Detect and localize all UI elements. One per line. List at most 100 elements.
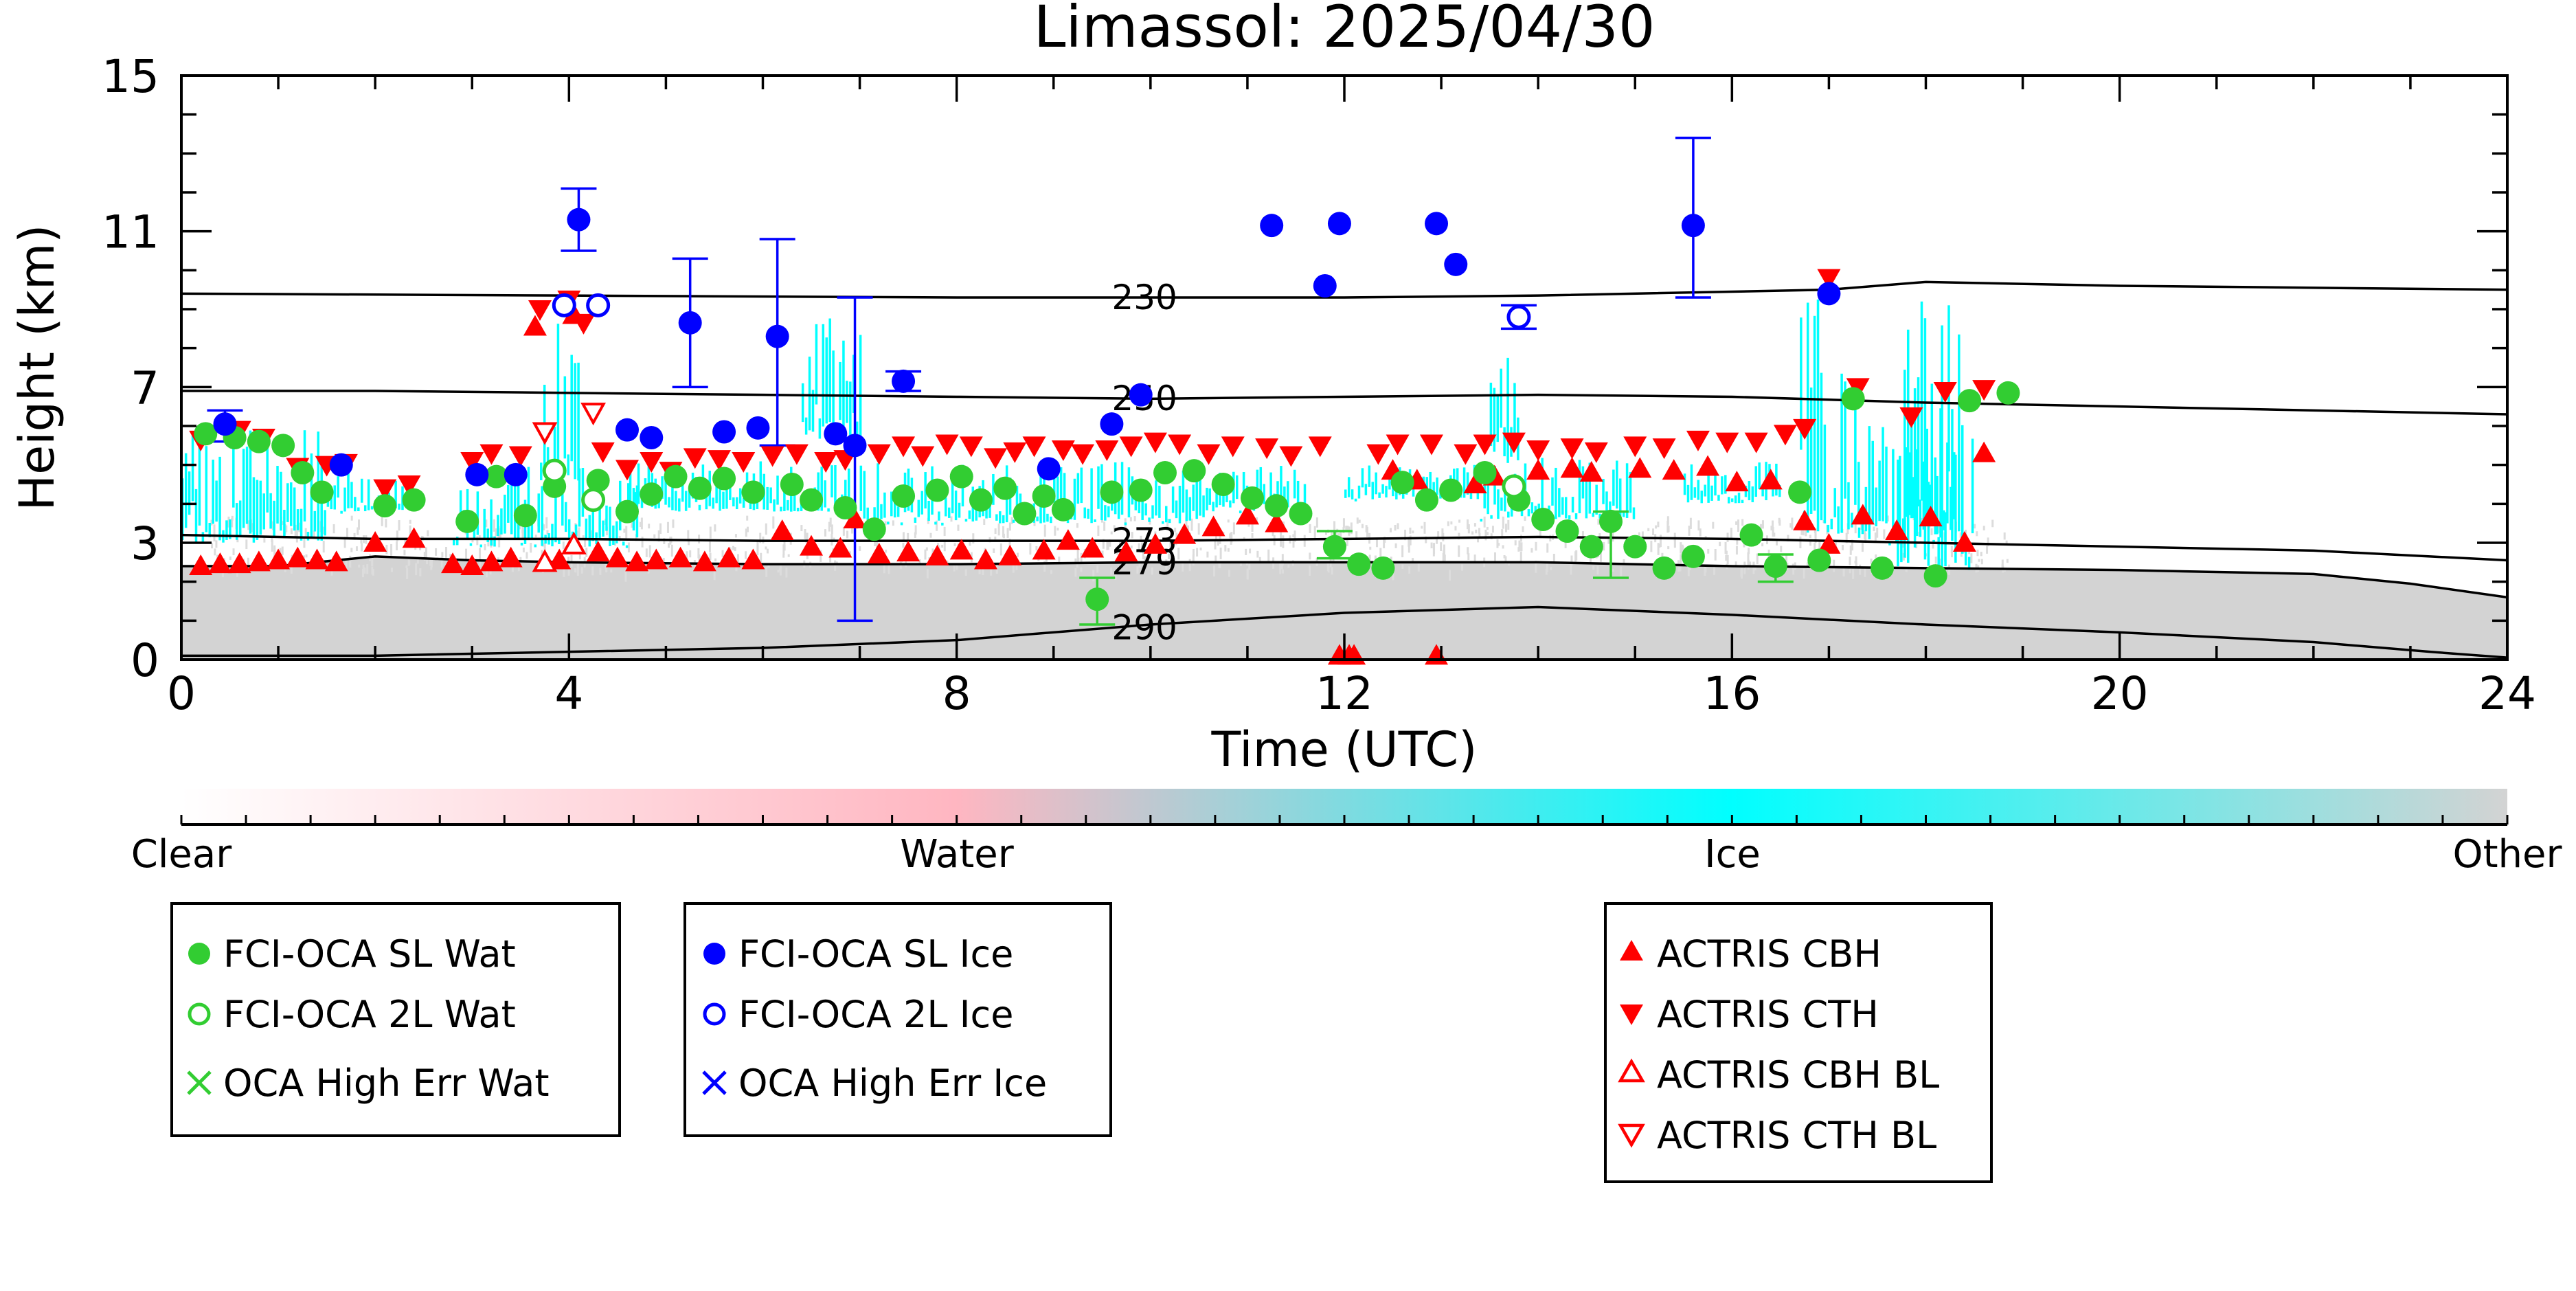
mask-speckle <box>1228 519 1230 522</box>
mask-speckle <box>668 543 670 548</box>
ice-mask-column <box>1293 470 1296 499</box>
mask-speckle <box>1450 521 1452 525</box>
mask-speckle <box>1502 517 1504 529</box>
mask-speckle <box>1772 521 1774 530</box>
mask-speckle <box>1478 528 1480 533</box>
mask-speckle <box>1256 551 1258 558</box>
ice-mask-column <box>999 511 1002 523</box>
mask-speckle <box>1249 548 1251 553</box>
data-point-fci-oca-sl-ice <box>1260 214 1283 237</box>
data-point-fci-oca-sl-wat <box>1842 387 1865 410</box>
ice-mask-column <box>263 493 266 529</box>
mask-speckle <box>390 544 392 556</box>
data-point-actris-cbh <box>1972 442 1996 462</box>
mask-speckle <box>714 524 716 531</box>
ice-mask-column <box>1046 514 1049 521</box>
data-point-fci-oca-sl-wat <box>291 461 314 484</box>
ice-mask-column <box>955 491 958 520</box>
mask-speckle <box>429 559 431 566</box>
y-tick-label: 15 <box>102 50 159 103</box>
mask-speckle <box>361 543 363 552</box>
x-tick-label: 20 <box>2091 667 2149 720</box>
mask-speckle <box>245 539 247 549</box>
ice-mask-column <box>202 532 205 542</box>
ice-mask-column <box>1817 300 1820 531</box>
ice-mask-column <box>283 510 286 537</box>
ice-mask-column <box>1758 462 1761 489</box>
mask-speckle <box>578 527 580 537</box>
ice-mask-column <box>1633 507 1636 519</box>
mask-speckle <box>671 545 673 557</box>
mask-speckle <box>1471 531 1473 535</box>
ice-mask-column <box>1077 473 1080 504</box>
ice-mask-column <box>1814 316 1816 511</box>
mask-speckle <box>1864 530 1866 539</box>
mask-speckle <box>371 558 373 567</box>
mask-speckle <box>800 525 802 531</box>
mask-speckle <box>305 528 307 538</box>
mask-speckle <box>1282 541 1284 548</box>
ice-mask-column <box>1623 513 1625 517</box>
mask-speckle <box>1441 528 1443 537</box>
ice-mask-column <box>1239 510 1242 513</box>
mask-speckle <box>1401 545 1403 557</box>
mask-speckle <box>642 537 644 548</box>
ice-mask-column <box>1083 508 1086 519</box>
mask-speckle <box>1680 554 1682 563</box>
mask-speckle <box>526 552 528 559</box>
mask-speckle <box>1401 565 1403 569</box>
ice-mask-column <box>280 472 282 531</box>
mask-speckle <box>747 527 749 532</box>
mask-speckle <box>1214 556 1217 562</box>
ice-mask-column <box>819 418 822 438</box>
mask-speckle <box>994 537 996 539</box>
mask-speckle <box>672 519 674 528</box>
mask-speckle <box>646 548 648 557</box>
mask-speckle <box>998 524 1000 535</box>
data-point-actris-cbh <box>247 550 271 571</box>
ice-mask-column <box>736 497 738 509</box>
mask-speckle <box>777 570 779 572</box>
mask-speckle <box>599 568 601 575</box>
data-point-fci-oca-sl-wat <box>310 480 334 504</box>
mask-speckle <box>1852 569 1854 579</box>
data-point-actris-cth <box>1052 440 1075 461</box>
ice-mask-column <box>357 508 360 511</box>
mask-speckle <box>408 559 410 566</box>
data-point-fci-oca-sl-ice <box>1037 457 1061 480</box>
mask-speckle <box>1667 521 1669 532</box>
mask-speckle <box>1423 522 1425 534</box>
mask-speckle <box>1074 559 1076 562</box>
mask-speckle <box>782 544 784 555</box>
mask-speckle <box>1200 548 1202 550</box>
mask-speckle <box>1612 569 1614 572</box>
mask-speckle <box>1467 553 1469 560</box>
ice-mask-column <box>343 488 346 512</box>
ice-mask-column <box>859 335 862 445</box>
mask-speckle <box>1397 523 1399 529</box>
ice-mask-column <box>1572 497 1574 513</box>
data-point-actris-cth <box>732 452 755 473</box>
ice-mask-column <box>1506 358 1509 463</box>
mask-speckle <box>1647 528 1649 531</box>
data-point-actris-cbh-bl <box>563 535 584 553</box>
ice-mask-column <box>1528 509 1530 516</box>
data-point-actris-cth <box>1585 442 1608 463</box>
ice-mask-column <box>1189 497 1192 520</box>
ice-mask-column <box>1752 486 1754 502</box>
mask-speckle <box>941 545 943 548</box>
ice-mask-column <box>914 517 917 523</box>
data-point-actris-cth <box>1309 436 1332 457</box>
data-point-actris-cth <box>1561 438 1584 459</box>
ice-mask-column <box>832 350 835 425</box>
mask-speckle <box>358 565 360 568</box>
mask-speckle <box>1735 521 1737 525</box>
ice-mask-column <box>605 506 608 531</box>
ice-mask-column <box>497 515 499 536</box>
data-point-fci-oca-sl-wat <box>1371 557 1394 580</box>
ice-mask-column <box>1348 477 1351 497</box>
data-point-actris-cth <box>960 436 983 457</box>
data-point-fci-oca-sl-wat <box>1623 535 1647 559</box>
ice-mask-column <box>780 507 782 512</box>
mask-speckle <box>1433 547 1435 557</box>
